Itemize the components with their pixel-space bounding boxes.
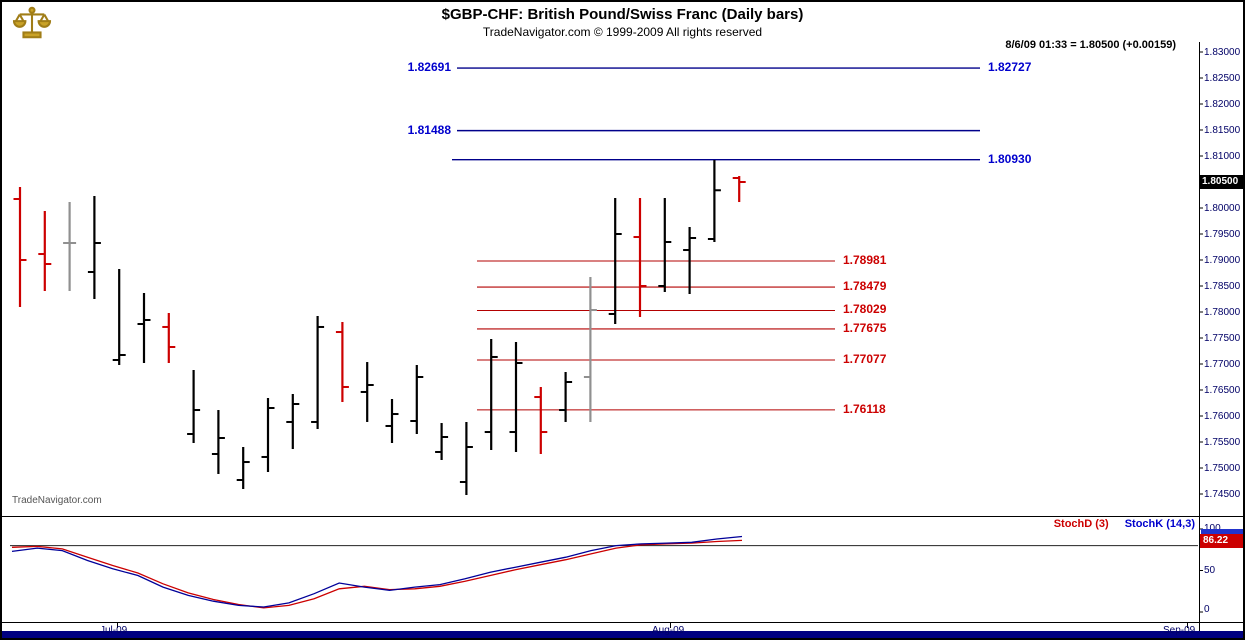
current-price-box: 1.80500 [1200, 175, 1243, 189]
price-axis-label: 1.81000 [1204, 151, 1241, 162]
support-label: 1.77675 [843, 320, 887, 335]
watermark: TradeNavigator.com [12, 495, 102, 506]
price-axis-label: 1.75500 [1204, 437, 1241, 448]
bottom-navy-strip [2, 631, 1243, 638]
last-quote-readout: 8/6/09 01:33 = 1.80500 (+0.00159) [1005, 39, 1176, 51]
support-label: 1.77077 [843, 351, 887, 366]
stoch-scale-50: 50 [1204, 565, 1216, 576]
price-axis-label: 1.77000 [1204, 359, 1241, 370]
price-axis-label: 1.76500 [1204, 385, 1241, 396]
price-axis-label: 1.78000 [1204, 307, 1241, 318]
axis-label-aug: Aug-09 [652, 625, 685, 636]
axis-label-sep: Sep-09 [1163, 625, 1196, 636]
price-axis-label: 1.79500 [1204, 229, 1241, 240]
price-axis-label: 1.75000 [1204, 463, 1241, 474]
stochk-line [11, 535, 743, 608]
stochd-line [11, 539, 743, 609]
stoch-legend: StochD (3) StochK (14,3) [1002, 518, 1195, 530]
stochd-value-box: 86.22 [1200, 534, 1243, 548]
price-axis-label: 1.77500 [1204, 333, 1241, 344]
price-axis-label: 1.79000 [1204, 255, 1241, 266]
trade-navigator-logo-icon [12, 6, 52, 39]
axis-label-jul: Jul-09 [100, 625, 128, 636]
price-axis-label: 1.78500 [1204, 281, 1241, 292]
price-axis-label: 1.80000 [1204, 203, 1241, 214]
support-label: 1.78981 [843, 252, 887, 267]
resistance-label-left: 1.82691 [407, 60, 451, 75]
price-axis-label: 1.82000 [1204, 99, 1241, 110]
resistance-label-left: 1.81488 [407, 122, 451, 137]
price-axis-label: 1.83000 [1204, 47, 1241, 58]
stochd-legend-label: StochD (3) [1053, 518, 1109, 530]
axis-tick-sep [1187, 623, 1188, 628]
support-label: 1.76118 [843, 401, 886, 416]
price-axis-label: 1.82500 [1204, 73, 1241, 84]
stoch-scale-0: 0 [1204, 604, 1210, 615]
price-axis-label: 1.81500 [1204, 125, 1241, 136]
resistance-label-right: 1.82727 [988, 60, 1032, 75]
copyright-subtitle: TradeNavigator.com © 1999-2009 All right… [482, 25, 763, 39]
chart-title: $GBP-CHF: British Pound/Swiss Franc (Dai… [441, 6, 804, 23]
price-axis-label: 1.76000 [1204, 411, 1241, 422]
stochk-legend-label: StochK (14,3) [1124, 518, 1195, 530]
support-label: 1.78029 [843, 302, 887, 317]
time-axis-line [2, 622, 1243, 623]
axis-tick-jul [117, 623, 118, 628]
stoch-scale-100: 100 [1204, 523, 1221, 534]
axis-tick-aug [670, 623, 671, 628]
price-axis-separator [1199, 42, 1200, 635]
price-axis-label: 1.74500 [1204, 489, 1241, 500]
stoch-panel-top-border [2, 516, 1243, 517]
resistance-label-right: 1.80930 [988, 151, 1032, 166]
support-label: 1.78479 [843, 279, 887, 294]
